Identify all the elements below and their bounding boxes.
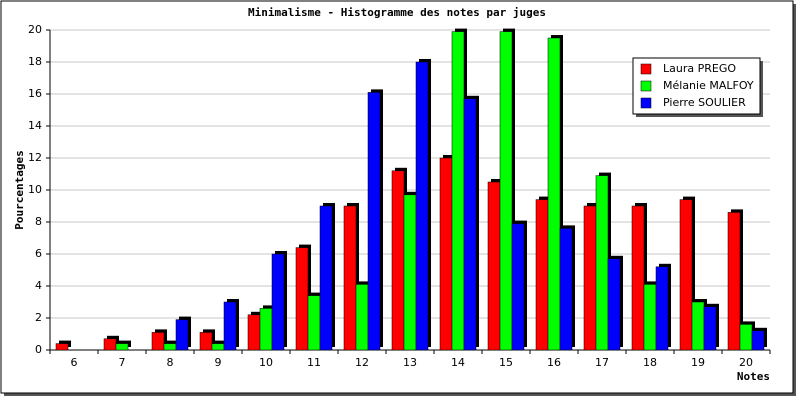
bar (259, 308, 273, 351)
y-tick-label: 6 (35, 247, 42, 260)
bar (535, 199, 549, 351)
bar (223, 301, 237, 351)
bar (547, 37, 561, 351)
x-axis-label: Notes (737, 370, 770, 383)
bar (727, 212, 741, 351)
y-tick-label: 20 (28, 23, 42, 36)
y-tick-label: 4 (35, 279, 42, 292)
y-tick-label: 12 (28, 151, 42, 164)
x-tick-label: 11 (307, 356, 321, 369)
legend-label: Laura PREGO (663, 62, 736, 75)
y-tick-label: 14 (28, 119, 42, 132)
bar (583, 205, 597, 351)
bar (247, 314, 261, 351)
x-tick-label: 16 (547, 356, 561, 369)
bar (343, 205, 357, 351)
bar (163, 343, 177, 351)
bar (151, 332, 165, 351)
x-tick-label: 18 (643, 356, 657, 369)
bar (643, 284, 657, 351)
bar (103, 338, 117, 351)
x-tick-label: 19 (691, 356, 705, 369)
bar (55, 343, 69, 351)
bar (595, 175, 609, 351)
bar (655, 266, 669, 351)
bar (751, 330, 765, 351)
bar (319, 205, 333, 351)
bar (355, 284, 369, 351)
bar (463, 98, 477, 351)
x-tick-label: 12 (355, 356, 369, 369)
x-tick-label: 6 (71, 356, 78, 369)
bar (403, 194, 417, 351)
legend-label: Pierre SOULIER (663, 96, 746, 109)
bar (271, 253, 285, 351)
bar (199, 332, 213, 351)
bar (631, 205, 645, 351)
bar (175, 319, 189, 351)
bar (691, 301, 705, 351)
chart-title: Minimalisme - Histogramme des notes par … (248, 6, 546, 19)
y-tick-label: 2 (35, 311, 42, 324)
x-tick-label: 9 (215, 356, 222, 369)
bar (499, 31, 513, 351)
y-tick-label: 10 (28, 183, 42, 196)
bar (703, 306, 717, 351)
x-tick-label: 15 (499, 356, 513, 369)
bar (607, 258, 621, 351)
bar (487, 181, 501, 351)
bar (307, 295, 321, 351)
bar (391, 170, 405, 351)
x-tick-label: 7 (119, 356, 126, 369)
x-tick-label: 10 (259, 356, 273, 369)
legend-label: Mélanie MALFOY (663, 79, 754, 92)
y-axis-label: Pourcentages (13, 150, 26, 229)
bar (559, 228, 573, 351)
x-tick-label: 17 (595, 356, 609, 369)
legend-swatch (640, 80, 652, 92)
y-tick-label: 16 (28, 87, 42, 100)
legend-swatch (640, 63, 652, 75)
bar (679, 199, 693, 351)
legend-swatch (640, 97, 652, 109)
bar (115, 343, 129, 351)
bar (451, 31, 465, 351)
legend (632, 57, 761, 115)
bar (439, 157, 453, 351)
bar (739, 324, 753, 351)
bar (511, 223, 525, 351)
bar (415, 61, 429, 351)
y-tick-label: 0 (35, 343, 42, 356)
x-tick-label: 13 (403, 356, 417, 369)
bar (295, 247, 309, 351)
y-tick-label: 18 (28, 55, 42, 68)
x-tick-label: 20 (739, 356, 753, 369)
bar (367, 92, 381, 351)
y-tick-label: 8 (35, 215, 42, 228)
x-tick-label: 8 (167, 356, 174, 369)
bar (211, 343, 225, 351)
x-tick-label: 14 (451, 356, 465, 369)
